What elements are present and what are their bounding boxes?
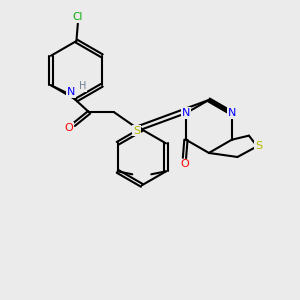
Text: N: N [66,87,75,97]
Text: S: S [133,126,140,136]
Text: O: O [180,159,189,170]
Text: O: O [64,123,73,133]
Text: N: N [228,108,236,118]
Text: S: S [255,141,262,151]
Text: N: N [182,108,190,118]
Text: Cl: Cl [73,12,83,22]
Text: H: H [79,81,86,91]
